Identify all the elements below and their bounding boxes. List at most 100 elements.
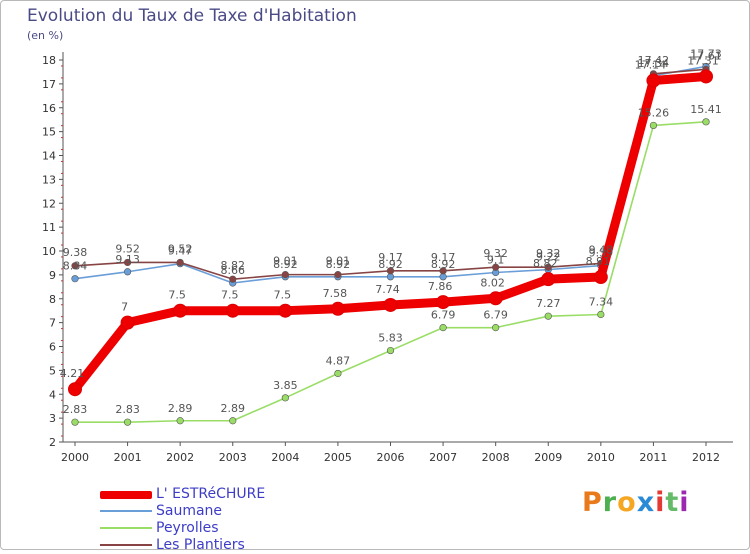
data-point — [439, 267, 447, 275]
data-label: 7 — [121, 301, 128, 314]
x-tick-label: 2010 — [587, 451, 615, 464]
data-label: 15.41 — [690, 103, 722, 116]
data-label: 17.42 — [638, 54, 670, 67]
logo-letter: i — [655, 487, 666, 518]
data-point — [334, 369, 342, 378]
data-label: 9.13 — [115, 253, 140, 266]
data-label: 17.34 — [638, 57, 670, 70]
data-label: 5.83 — [378, 332, 403, 345]
data-point — [71, 275, 79, 283]
y-tick-label: 15 — [42, 126, 56, 139]
y-tick-label: 3 — [49, 412, 56, 425]
data-point — [593, 270, 608, 285]
data-label: 8.84 — [63, 260, 88, 273]
x-tick-label: 2008 — [482, 451, 510, 464]
data-label: 9.22 — [536, 251, 561, 264]
data-point — [278, 303, 293, 318]
logo-letter: r — [602, 487, 618, 518]
data-point — [123, 418, 132, 426]
data-point — [229, 275, 237, 283]
data-point — [176, 417, 184, 425]
data-label: 7.74 — [375, 283, 400, 296]
data-label: 6.79 — [431, 309, 456, 322]
data-label: 2.83 — [115, 403, 140, 416]
data-label: 9.48 — [589, 243, 614, 256]
logo-letter: t — [665, 487, 680, 518]
data-label: 7.58 — [323, 287, 348, 300]
logo-letter: x — [636, 487, 656, 518]
data-label: 9.1 — [487, 253, 505, 266]
data-label: 7.5 — [168, 289, 186, 302]
y-tick-label: 10 — [42, 245, 56, 258]
data-label: 9.47 — [168, 245, 193, 258]
data-label: 8.92 — [378, 258, 403, 271]
data-point — [334, 271, 342, 279]
x-tick-label: 2005 — [324, 451, 352, 464]
data-point — [544, 312, 552, 320]
data-label: 8.91 — [586, 255, 611, 268]
x-tick-label: 2006 — [377, 451, 405, 464]
data-label: 6.79 — [483, 309, 508, 322]
x-tick-label: 2001 — [114, 451, 142, 464]
y-tick-label: 12 — [42, 197, 56, 210]
data-point — [699, 69, 713, 84]
data-point — [68, 382, 82, 397]
data-point — [176, 258, 184, 267]
data-label: 9.32 — [536, 247, 561, 260]
data-label: 9.01 — [273, 255, 298, 268]
y-tick-label: 6 — [49, 341, 56, 354]
proxiti-logo: Proxiti — [582, 487, 690, 518]
y-tick-label: 18 — [42, 54, 56, 67]
legend-label: Les Plantiers — [156, 537, 245, 553]
data-label: 8.82 — [533, 257, 558, 270]
y-tick-label: 13 — [42, 173, 56, 186]
data-point — [71, 418, 79, 426]
data-label: 8.92 — [273, 258, 298, 271]
legend-swatch — [100, 510, 152, 512]
data-point — [492, 263, 500, 271]
data-label: 8.66 — [221, 264, 246, 277]
data-label: 2.83 — [63, 403, 88, 416]
data-point — [386, 267, 395, 275]
data-label: 7.27 — [536, 297, 561, 310]
data-point — [281, 271, 289, 279]
logo-letter: o — [617, 487, 637, 518]
data-label: 9.01 — [326, 255, 351, 268]
data-label: 17.73 — [690, 47, 722, 60]
x-tick-label: 2012 — [692, 451, 720, 464]
logo-letter: P — [582, 487, 603, 518]
data-label: 9.38 — [63, 246, 88, 259]
x-tick-label: 2011 — [639, 451, 667, 464]
y-tick-label: 5 — [49, 364, 56, 377]
data-label: 7.5 — [274, 289, 292, 302]
x-tick-label: 2009 — [534, 451, 562, 464]
x-tick-label: 2007 — [429, 451, 457, 464]
data-label: 9.32 — [483, 247, 508, 260]
legend-swatch — [100, 527, 152, 529]
data-point — [439, 324, 447, 332]
data-label: 8.02 — [480, 276, 505, 289]
data-point — [544, 263, 552, 271]
data-point — [123, 268, 132, 276]
data-point — [386, 273, 395, 281]
legend-swatch — [100, 491, 152, 499]
y-tick-label: 7 — [49, 317, 56, 330]
data-label: 8.82 — [221, 259, 246, 272]
legend-swatch — [100, 544, 152, 546]
y-tick-label: 14 — [42, 150, 56, 163]
data-label: 15.26 — [638, 106, 670, 119]
legend-label: Peyrolles — [156, 520, 219, 536]
data-point — [436, 295, 451, 310]
data-label: 9.39 — [589, 247, 614, 260]
x-tick-label: 2003 — [219, 451, 247, 464]
data-label: 9.17 — [378, 251, 403, 264]
data-label: 8.92 — [431, 258, 456, 271]
unit-label: (en %) — [27, 29, 64, 42]
y-tick-label: 17 — [42, 78, 56, 91]
data-label: 2.89 — [221, 402, 246, 415]
logo-letter: i — [679, 487, 690, 518]
x-tick-label: 2004 — [271, 451, 299, 464]
x-tick-label: 2002 — [166, 451, 194, 464]
